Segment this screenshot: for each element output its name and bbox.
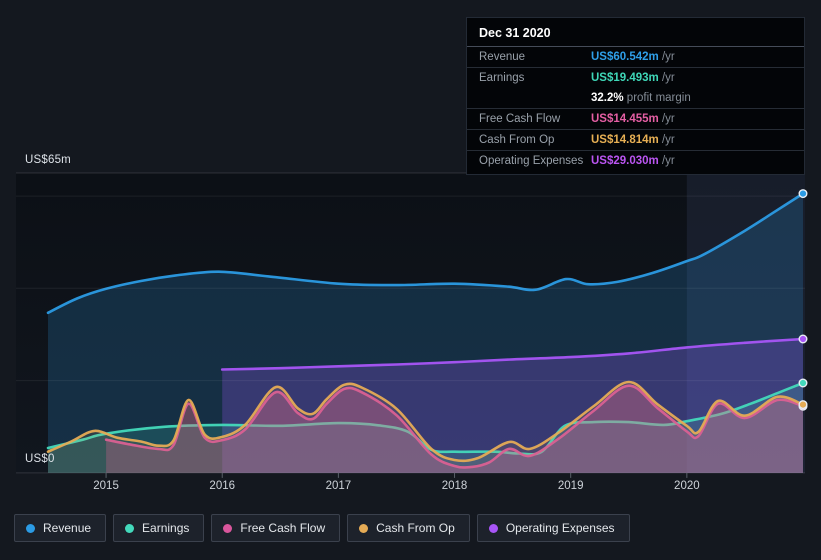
legend-item-cash-from-op[interactable]: Cash From Op: [347, 514, 470, 542]
x-axis-label-2017: 2017: [325, 480, 352, 492]
cash-from-op-line: [46, 380, 805, 463]
x-axis-label-2016: 2016: [209, 480, 236, 492]
cash-from-op-legend-dot-icon: [359, 523, 369, 533]
y-axis-zero-label: US$0: [25, 453, 55, 465]
x-axis-label-2019: 2019: [557, 480, 584, 492]
x-axis-label-2018: 2018: [441, 480, 468, 492]
cash-from-op-area: [48, 381, 803, 473]
x-axis-label-2020: 2020: [674, 480, 700, 492]
legend-label: Earnings: [142, 521, 190, 535]
cash-from-op-end-dot: [798, 400, 808, 410]
legend-item-operating-expenses[interactable]: Operating Expenses: [476, 514, 630, 542]
earnings-line: [46, 381, 805, 456]
legend-label: Revenue: [43, 521, 92, 535]
revenue-end-dot: [798, 189, 808, 199]
revenue-line: [46, 192, 805, 315]
tooltip-row-free-cash-flow: Free Cash Flow US$14.455m /yr: [467, 109, 804, 130]
tooltip-date: Dec 31 2020: [467, 23, 804, 47]
tooltip-row-operating-expenses: Operating Expenses US$29.030m /yr: [479, 155, 675, 167]
tooltip-row-earnings: Earnings US$19.493m /yr: [479, 72, 675, 84]
free-cash-flow-line: [104, 384, 805, 469]
legend-label: Operating Expenses: [505, 521, 615, 535]
earnings-end-dot: [798, 378, 808, 388]
tooltip-row-revenue: Revenue US$60.542m /yr: [467, 47, 804, 68]
free-cash-flow-legend-dot-icon: [223, 523, 233, 533]
free-cash-flow-area: [106, 385, 804, 473]
earnings-legend-dot-icon: [125, 523, 135, 533]
operating-expenses-area: [222, 339, 803, 473]
x-axis-label-2015: 2015: [93, 480, 119, 492]
revenue-area: [48, 193, 803, 473]
legend-item-earnings[interactable]: Earnings: [113, 514, 205, 542]
operating-expenses-end-dot: [798, 334, 808, 344]
legend-label: Cash From Op: [376, 521, 455, 535]
operating-expenses-legend-dot-icon: [488, 523, 498, 533]
y-axis-max-label: US$65m: [25, 154, 71, 166]
hover-tooltip: Dec 31 2020 Revenue US$60.542m /yr Earni…: [466, 17, 805, 175]
legend-item-free-cash-flow[interactable]: Free Cash Flow: [211, 514, 341, 542]
legend-item-revenue[interactable]: Revenue: [14, 514, 107, 542]
tooltip-row-profit-margin: 32.2% profit margin: [467, 88, 804, 109]
earnings-area: [48, 383, 803, 473]
chart-legend: Revenue Earnings Free Cash Flow Cash From O…: [14, 514, 630, 542]
x-axis: 2015 2016 2017 2018 2019 2020: [0, 480, 821, 496]
legend-label: Free Cash Flow: [240, 521, 326, 535]
tooltip-row-cash-from-op: Cash From Op US$14.814m /yr: [467, 130, 804, 151]
operating-expenses-line: [220, 337, 805, 371]
revenue-legend-dot-icon: [26, 523, 35, 533]
